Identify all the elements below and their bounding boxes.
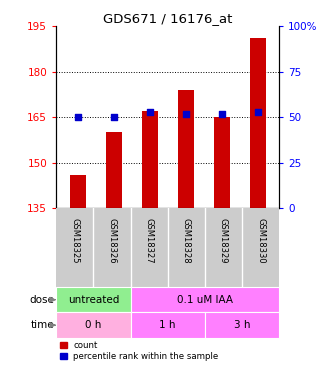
Bar xyxy=(205,312,279,338)
Point xyxy=(111,114,116,120)
Text: GSM18325: GSM18325 xyxy=(70,217,79,263)
Text: 3 h: 3 h xyxy=(234,320,250,330)
Text: 0 h: 0 h xyxy=(85,320,101,330)
Legend: count, percentile rank within the sample: count, percentile rank within the sample xyxy=(60,340,219,361)
Bar xyxy=(131,287,279,312)
Bar xyxy=(56,312,131,338)
Point xyxy=(183,111,188,117)
Text: dose: dose xyxy=(29,295,54,305)
Bar xyxy=(56,287,131,312)
Text: 1 h: 1 h xyxy=(160,320,176,330)
Text: GSM18330: GSM18330 xyxy=(256,217,265,263)
Text: GSM18327: GSM18327 xyxy=(145,217,154,263)
Point xyxy=(147,109,152,115)
Point xyxy=(219,111,224,117)
Bar xyxy=(213,117,230,208)
Text: GSM18328: GSM18328 xyxy=(182,217,191,263)
Text: untreated: untreated xyxy=(68,295,119,305)
Bar xyxy=(250,38,266,208)
Point xyxy=(75,114,80,120)
Bar xyxy=(131,312,205,338)
Text: GSM18326: GSM18326 xyxy=(108,217,117,263)
Text: time: time xyxy=(30,320,54,330)
Text: 0.1 uM IAA: 0.1 uM IAA xyxy=(177,295,233,305)
Point xyxy=(255,109,260,115)
Bar xyxy=(106,132,122,208)
Title: GDS671 / 16176_at: GDS671 / 16176_at xyxy=(103,12,232,25)
Bar xyxy=(142,111,158,208)
Bar xyxy=(178,90,194,208)
Bar xyxy=(70,175,86,208)
Text: GSM18329: GSM18329 xyxy=(219,217,228,263)
